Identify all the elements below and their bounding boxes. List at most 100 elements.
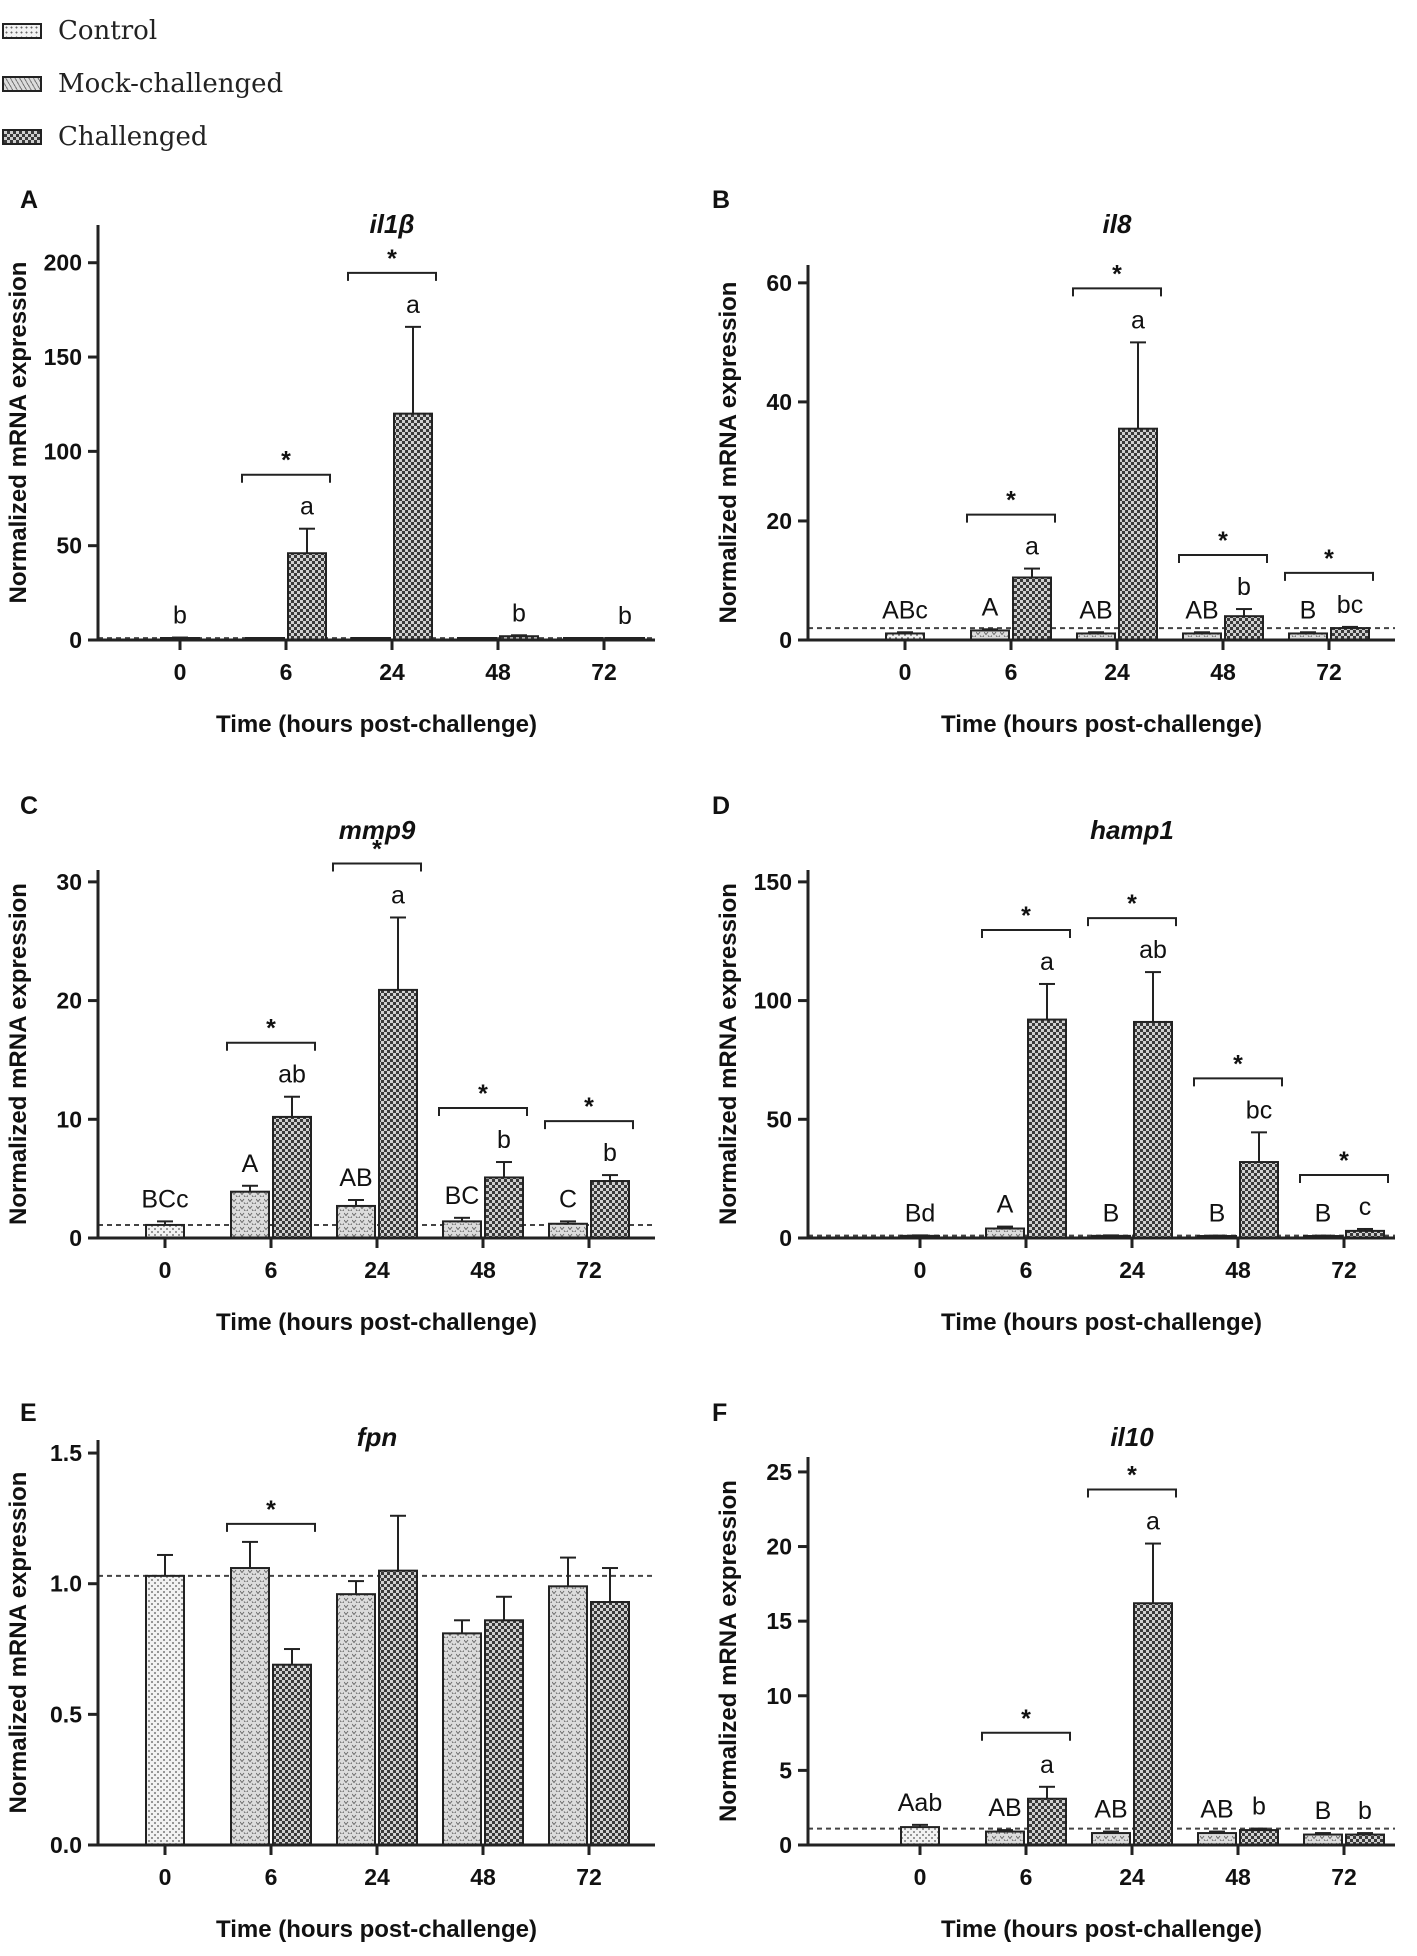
bar-challenged — [378, 988, 418, 1240]
bar-mock-challenged — [1303, 1833, 1343, 1846]
sig-letter: AB — [1200, 1796, 1233, 1824]
bar-challenged — [1118, 427, 1158, 642]
sig-letter: ABc — [882, 596, 928, 624]
x-tick-label: 0 — [174, 659, 187, 685]
sig-letter: b — [512, 599, 526, 627]
y-tick-label: 20 — [766, 508, 792, 534]
legend-label-control: Control — [58, 15, 158, 46]
sig-letter: a — [1146, 1508, 1160, 1536]
x-tick-label: 0 — [914, 1864, 927, 1890]
y-axis-label: Normalized mRNA expression — [5, 262, 32, 604]
sig-letter: a — [1025, 533, 1039, 561]
bar-challenged — [1027, 1018, 1067, 1240]
y-tick-label: 0 — [69, 627, 82, 653]
y-tick-label: 1.0 — [50, 1571, 82, 1597]
sig-letter: b — [1358, 1797, 1372, 1825]
panel-letter: F — [712, 1399, 727, 1427]
x-tick-label: 6 — [1020, 1257, 1033, 1283]
bar-mock-challenged — [336, 1593, 376, 1846]
significance-bracket — [966, 513, 1056, 523]
significance-star: * — [478, 1080, 488, 1108]
x-axis-label: Time (hours post-challenge) — [216, 1916, 537, 1943]
sig-letter: C — [559, 1185, 577, 1213]
sig-letter: ab — [1139, 936, 1167, 964]
significance-star: * — [281, 447, 291, 475]
y-tick-label: 200 — [44, 250, 82, 276]
x-tick-label: 0 — [159, 1864, 172, 1890]
y-axis-label: Normalized mRNA expression — [5, 1472, 32, 1814]
bar-control — [145, 1223, 185, 1239]
y-axis-label: Normalized mRNA expression — [715, 1480, 742, 1822]
significance-bracket — [241, 473, 331, 483]
x-tick-label: 48 — [485, 659, 511, 685]
x-axis-label: Time (hours post-challenge) — [941, 1916, 1262, 1943]
significance-star: * — [1112, 260, 1122, 288]
y-tick-label: 50 — [766, 1106, 792, 1132]
significance-star: * — [1021, 902, 1031, 930]
bar-challenged — [590, 1601, 630, 1846]
y-tick-label: 60 — [766, 270, 792, 296]
x-tick-label: 48 — [1225, 1864, 1251, 1890]
panel-letter: B — [712, 186, 730, 214]
y-tick-label: 100 — [754, 988, 792, 1014]
y-tick-label: 0 — [779, 627, 792, 653]
bar-challenged — [1239, 1829, 1279, 1846]
legend-label-challenged: Challenged — [58, 121, 208, 152]
significance-star: * — [1339, 1147, 1349, 1175]
bar-challenged — [1330, 627, 1370, 641]
x-tick-label: 6 — [1020, 1864, 1033, 1890]
bar-challenged — [484, 1176, 524, 1239]
x-tick-label: 24 — [364, 1257, 390, 1283]
bar-challenged — [272, 1115, 312, 1240]
x-axis-label: Time (hours post-challenge) — [941, 711, 1262, 738]
panel-letter: A — [20, 186, 38, 214]
legend-swatch-control — [2, 22, 42, 39]
significance-bracket — [1087, 1488, 1177, 1498]
y-tick-label: 0.0 — [50, 1832, 82, 1858]
bar-mock-challenged — [1197, 1832, 1237, 1846]
sig-letter: a — [300, 493, 314, 521]
x-tick-label: 48 — [1210, 659, 1236, 685]
bar-challenged — [378, 1569, 418, 1846]
bar-challenged — [1345, 1833, 1385, 1846]
x-tick-label: 0 — [899, 659, 912, 685]
significance-bracket — [1072, 287, 1162, 297]
y-tick-label: 25 — [766, 1459, 792, 1485]
significance-star: * — [1127, 1462, 1137, 1490]
x-tick-label: 6 — [280, 659, 293, 685]
significance-bracket — [226, 1522, 316, 1532]
y-tick-label: 0 — [69, 1225, 82, 1251]
x-tick-label: 48 — [470, 1257, 496, 1283]
y-tick-label: 20 — [766, 1534, 792, 1560]
x-tick-label: 72 — [591, 659, 617, 685]
bar-challenged — [590, 1180, 630, 1240]
y-axis-label: Normalized mRNA expression — [715, 282, 742, 624]
significance-bracket — [332, 862, 422, 872]
sig-letter: Aab — [898, 1789, 942, 1817]
y-tick-label: 100 — [44, 438, 82, 464]
bar-challenged — [1239, 1161, 1279, 1239]
y-tick-label: 15 — [766, 1608, 792, 1634]
legend-item-control: Control — [0, 4, 283, 57]
y-tick-label: 30 — [56, 869, 82, 895]
sig-letter: B — [1300, 596, 1317, 624]
y-tick-label: 40 — [766, 389, 792, 415]
panel-letter: E — [20, 1399, 37, 1427]
significance-bracket — [1284, 571, 1374, 581]
x-tick-label: 72 — [1316, 659, 1342, 685]
sig-letter: AB — [1079, 596, 1112, 624]
x-tick-label: 24 — [364, 1864, 390, 1890]
bar-mock-challenged — [230, 1190, 270, 1240]
sig-letter: A — [997, 1191, 1014, 1219]
sig-letter: b — [603, 1139, 617, 1167]
y-tick-label: 50 — [56, 533, 82, 559]
bar-challenged — [393, 412, 433, 641]
bar-control — [145, 1574, 185, 1846]
sig-letter: AB — [339, 1164, 372, 1192]
x-tick-label: 6 — [265, 1864, 278, 1890]
chart-title: hamp1 — [1090, 815, 1174, 845]
significance-bracket — [1193, 1077, 1283, 1087]
significance-star: * — [1127, 890, 1137, 918]
